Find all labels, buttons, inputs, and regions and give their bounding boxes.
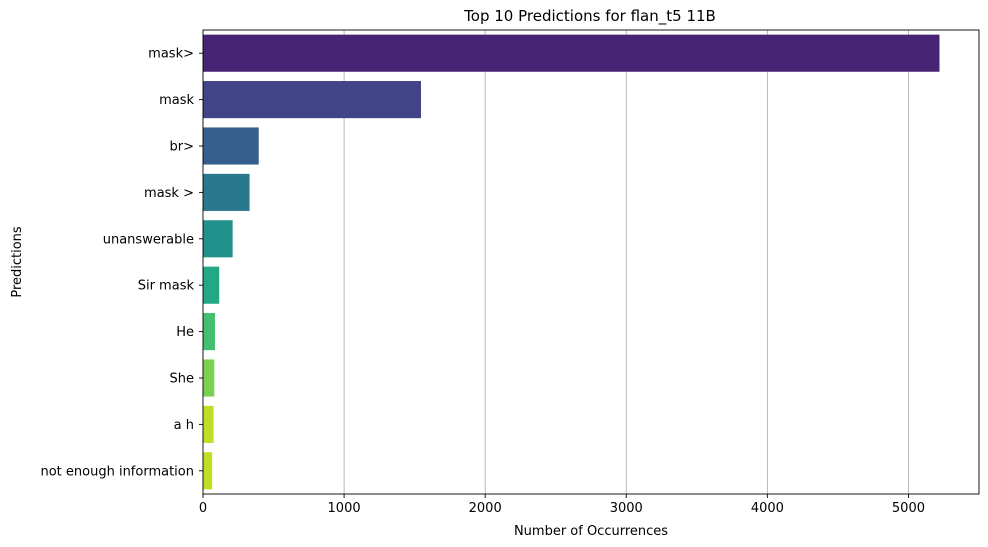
bar (203, 127, 259, 165)
x-axis-label: Number of Occurrences (514, 524, 668, 539)
x-tick-label: 1000 (328, 501, 361, 516)
y-tick-label: not enough information (40, 464, 194, 479)
bar (203, 266, 220, 304)
y-tick-label: unanswerable (103, 232, 194, 247)
y-axis-label: Predictions (10, 226, 25, 298)
chart-title: Top 10 Predictions for flan_t5 11B (463, 7, 716, 26)
y-tick-label: She (170, 372, 195, 387)
y-tick-label: Sir mask (138, 279, 195, 294)
x-axis-ticks: 0 1000 2000 3000 4000 5000 (199, 494, 925, 516)
bar (203, 34, 940, 72)
plot-frame (202, 29, 980, 495)
y-axis-ticks: mask> mask br> mask > unanswerable Sir mask He… (40, 47, 203, 479)
bar (203, 173, 250, 211)
x-tick-label: 5000 (892, 501, 925, 516)
bar (203, 81, 421, 119)
bar (203, 359, 215, 397)
y-tick-label: mask (159, 93, 194, 108)
x-tick-label: 0 (199, 501, 207, 516)
x-gridlines (343, 30, 909, 494)
x-tick-label: 4000 (751, 501, 784, 516)
y-tick-label: mask> (148, 47, 194, 62)
y-tick-label: br> (170, 140, 195, 155)
y-tick-label: a h (174, 418, 194, 433)
y-tick-label: mask > (144, 186, 194, 201)
x-tick-label: 2000 (469, 501, 502, 516)
bars (203, 34, 940, 490)
bar (203, 452, 213, 490)
y-tick-label: He (176, 325, 194, 340)
x-tick-label: 3000 (610, 501, 643, 516)
bar (203, 405, 214, 443)
bar (203, 313, 215, 351)
bar (203, 220, 233, 258)
